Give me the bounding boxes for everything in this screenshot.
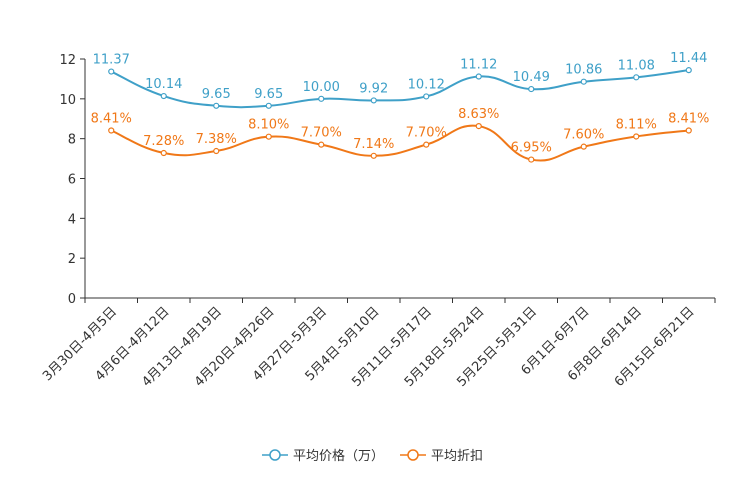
data-label: 10.86: [565, 63, 602, 78]
data-point: [423, 93, 430, 100]
data-label: 11.37: [93, 53, 130, 68]
data-label: 9.65: [254, 87, 283, 102]
data-point: [318, 141, 325, 148]
series-layer: 11.37 10.14 9.65 9.65 10.00 9.92 10.12 11.12 10.…: [91, 51, 709, 163]
legend-marker: [269, 449, 281, 461]
data-label: 9.65: [202, 87, 231, 102]
y-tick-label: 6: [68, 173, 76, 188]
data-point: [370, 152, 377, 159]
data-label: 7.70%: [301, 126, 342, 141]
data-label: 7.28%: [143, 134, 184, 149]
data-label: 10.00: [303, 80, 340, 95]
data-label: 8.63%: [458, 107, 499, 122]
data-label: 8.10%: [248, 118, 289, 133]
y-tick-label: 0: [68, 292, 76, 307]
series-0: 11.37 10.14 9.65 9.65 10.00 9.92 10.12 11.12 10.…: [93, 51, 707, 109]
legend-label: 平均价格（万）: [293, 448, 384, 464]
data-point: [213, 102, 220, 109]
data-point: [580, 143, 587, 150]
data-label: 11.12: [460, 58, 497, 73]
data-point: [475, 73, 482, 80]
data-point: [370, 97, 377, 104]
data-point: [633, 74, 640, 81]
data-label: 8.11%: [616, 117, 657, 132]
data-point: [160, 92, 167, 100]
data-label: 8.41%: [668, 112, 709, 127]
data-point: [318, 95, 325, 102]
legend-item-0: 平均价格（万）: [262, 448, 384, 464]
data-point: [528, 156, 535, 163]
legend: 平均价格（万） 平均折扣: [262, 448, 483, 464]
data-label: 11.08: [618, 58, 655, 73]
data-point: [685, 67, 692, 74]
data-point: [265, 133, 272, 140]
axes: 0246810123月30日-4月5日4月6日-4月12日4月13日-4月19日…: [40, 53, 716, 390]
data-label: 10.14: [145, 77, 182, 92]
y-tick-label: 4: [68, 212, 76, 227]
series-1: 8.41% 7.28% 7.38% 8.10% 7.70% 7.14% 7.70% 8.63%…: [91, 107, 709, 163]
data-point: [265, 102, 272, 109]
series-line: [110, 69, 689, 109]
data-point: [108, 68, 115, 75]
data-label: 10.12: [408, 77, 445, 92]
data-label: 7.14%: [353, 137, 394, 152]
data-point: [633, 133, 640, 140]
legend-item-1: 平均折扣: [400, 449, 483, 464]
legend-label: 平均折扣: [431, 449, 483, 464]
data-label: 9.92: [359, 81, 388, 96]
y-tick-label: 10: [59, 93, 76, 108]
data-label: 10.49: [513, 70, 550, 85]
data-point: [108, 127, 115, 134]
data-point: [580, 78, 587, 85]
legend-marker: [407, 449, 419, 461]
data-point: [475, 123, 482, 130]
data-point: [213, 147, 220, 155]
data-label: 11.44: [670, 51, 707, 66]
data-point: [423, 141, 430, 148]
series-line: [110, 124, 689, 162]
y-tick-label: 8: [68, 133, 76, 148]
data-label: 7.38%: [196, 132, 237, 147]
data-label: 7.60%: [563, 128, 604, 143]
y-tick-label: 12: [59, 53, 76, 68]
data-label: 8.41%: [91, 112, 132, 127]
data-point: [528, 85, 535, 93]
data-label: 6.95%: [511, 141, 552, 156]
data-point: [160, 149, 167, 157]
y-tick-label: 2: [68, 252, 76, 267]
data-point: [685, 127, 692, 134]
data-label: 7.70%: [406, 126, 447, 141]
